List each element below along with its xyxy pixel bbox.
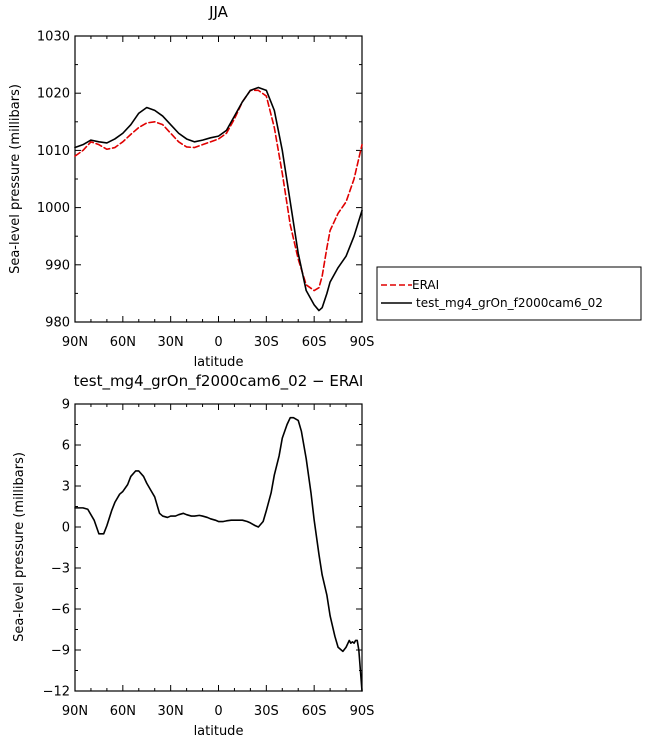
bottom-x-tick-label: 60S bbox=[302, 704, 327, 719]
bottom-y-tick-labels: −12 −9 −6 −3 0 3 6 9 bbox=[43, 398, 70, 700]
top-x-axis-label: latitude bbox=[194, 355, 244, 370]
bottom-y-tick-label: −3 bbox=[51, 562, 70, 577]
top-series-line-2 bbox=[74, 86, 363, 312]
top-plot-frame bbox=[74, 35, 363, 323]
top-panel: JJA 980 990 1000 1010 1020 1030 90N 60N 30N 0 30S… bbox=[8, 3, 374, 370]
top-y-tick-label: 1030 bbox=[37, 30, 70, 45]
bottom-x-tick-label: 90N bbox=[62, 704, 88, 719]
bottom-chart-title: test_mg4_grOn_f2000cam6_02 − ERAI bbox=[74, 372, 364, 391]
bottom-y-tick-label: −9 bbox=[51, 644, 70, 659]
top-y-tick-label: 980 bbox=[45, 316, 70, 331]
bottom-x-tick-label: 0 bbox=[214, 704, 222, 719]
bottom-y-tick-label: −6 bbox=[51, 603, 70, 618]
top-tick-marks bbox=[74, 35, 363, 323]
top-x-tick-label: 60N bbox=[110, 335, 136, 350]
top-chart-title: JJA bbox=[208, 3, 229, 21]
top-x-tick-labels: 90N 60N 30N 0 30S 60S 90S bbox=[62, 335, 375, 350]
bottom-y-tick-label: −12 bbox=[43, 685, 70, 700]
bottom-y-tick-label: 3 bbox=[62, 480, 70, 495]
top-x-tick-label: 0 bbox=[214, 335, 222, 350]
top-x-tick-label: 90N bbox=[62, 335, 88, 350]
legend-label-erai: ERAI bbox=[412, 278, 439, 292]
top-y-tick-label: 1010 bbox=[37, 144, 70, 159]
top-x-tick-label: 90S bbox=[350, 335, 375, 350]
top-series-lines bbox=[74, 86, 363, 312]
bottom-x-tick-label: 90S bbox=[350, 704, 375, 719]
bottom-tick-marks bbox=[74, 403, 363, 692]
bottom-y-tick-label: 9 bbox=[62, 398, 70, 413]
top-x-tick-label: 30N bbox=[158, 335, 184, 350]
legend-label-model: test_mg4_grOn_f2000cam6_02 bbox=[416, 296, 603, 310]
top-y-tick-labels: 980 990 1000 1010 1020 1030 bbox=[37, 30, 70, 331]
bottom-x-tick-label: 60N bbox=[110, 704, 136, 719]
bottom-series-line-1 bbox=[74, 416, 363, 692]
bottom-x-tick-labels: 90N 60N 30N 0 30S 60S 90S bbox=[62, 704, 375, 719]
bottom-x-tick-label: 30N bbox=[158, 704, 184, 719]
bottom-y-tick-label: 0 bbox=[62, 521, 70, 536]
top-y-tick-label: 1020 bbox=[37, 87, 70, 102]
top-y-axis-label: Sea-level pressure (millibars) bbox=[8, 84, 23, 274]
legend-box bbox=[376, 266, 642, 321]
top-x-tick-label: 60S bbox=[302, 335, 327, 350]
bottom-x-tick-label: 30S bbox=[254, 704, 279, 719]
bottom-panel: test_mg4_grOn_f2000cam6_02 − ERAI −12−9−… bbox=[12, 372, 374, 739]
bottom-x-axis-label: latitude bbox=[194, 724, 244, 739]
legend: ERAI test_mg4_grOn_f2000cam6_02 bbox=[376, 266, 642, 321]
top-y-tick-label: 990 bbox=[45, 258, 70, 273]
bottom-plot-frame bbox=[74, 403, 363, 692]
top-y-tick-label: 1000 bbox=[37, 201, 70, 216]
bottom-y-axis-label: Sea-level pressure (millibars) bbox=[12, 452, 27, 642]
bottom-series-lines bbox=[74, 416, 363, 692]
top-x-tick-label: 30S bbox=[254, 335, 279, 350]
bottom-y-tick-label: 6 bbox=[62, 439, 70, 454]
top-series-line-1 bbox=[74, 89, 363, 292]
